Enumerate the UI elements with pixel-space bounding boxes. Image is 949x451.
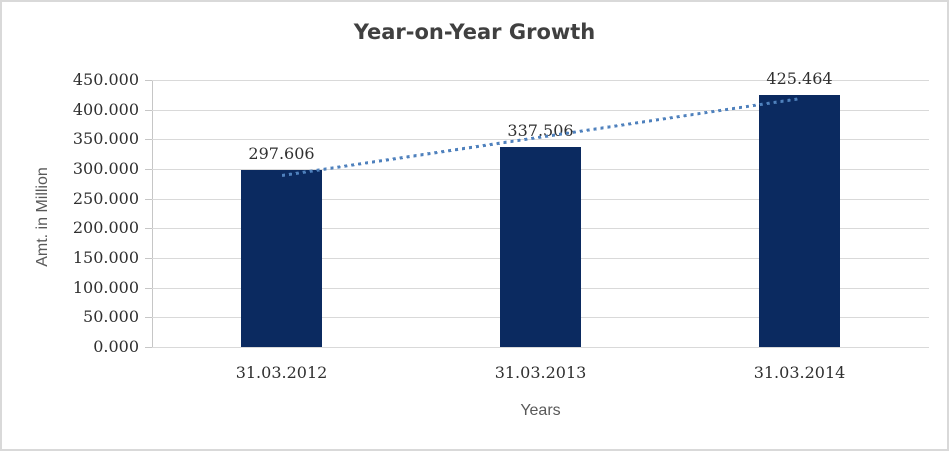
x-tick-label: 31.03.2013 [494, 363, 587, 382]
bar-value-label: 425.464 [766, 68, 833, 88]
y-axis-line [152, 80, 153, 348]
x-tick-label: 31.03.2014 [753, 363, 846, 382]
y-tick-mark [145, 287, 152, 289]
gridline [152, 139, 929, 141]
y-tick-mark [145, 258, 152, 259]
y-tick-label: 350.000 [72, 129, 139, 149]
x-tick-label: 31.03.2012 [235, 363, 328, 382]
y-tick-label: 400.000 [72, 99, 139, 119]
y-tick-mark [145, 139, 152, 141]
plot-area [152, 80, 929, 348]
y-tick-mark [145, 169, 152, 170]
y-tick-label: 250.000 [72, 188, 139, 208]
gridline [152, 80, 929, 81]
y-tick-mark [145, 228, 152, 230]
chart-title: Year-on-Year Growth [353, 20, 596, 44]
y-tick-label: 450.000 [72, 70, 139, 89]
bar-value-label: 297.606 [248, 144, 315, 164]
y-tick-label: 50.000 [83, 307, 139, 327]
y-tick-label: 200.000 [72, 218, 139, 238]
y-tick-mark [145, 317, 152, 319]
bar [241, 170, 322, 347]
y-tick-mark [145, 109, 152, 111]
y-tick-mark [145, 347, 152, 348]
y-tick-label: 100.000 [72, 277, 139, 297]
y-tick-label: 300.000 [72, 159, 139, 178]
y-tick-mark [145, 198, 152, 200]
bar [500, 146, 581, 347]
bar [759, 94, 840, 347]
y-tick-label: 150.000 [72, 248, 139, 267]
gridline [152, 109, 929, 111]
x-axis-title: Years [520, 402, 561, 419]
y-tick-mark [145, 80, 152, 81]
gridline [152, 347, 929, 348]
y-tick-label: 0.000 [93, 337, 139, 356]
